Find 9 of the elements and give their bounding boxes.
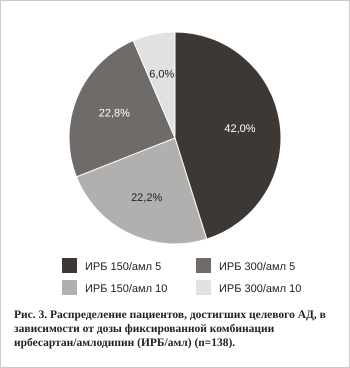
legend-label: ИРБ 300/амл 10	[219, 283, 302, 295]
legend-label: ИРБ 150/амл 5	[85, 261, 162, 273]
legend-label: ИРБ 150/амл 10	[85, 283, 168, 295]
data-label: 22,8%	[98, 108, 130, 120]
legend-label: ИРБ 300/амл 5	[219, 261, 296, 273]
data-label: 42,0%	[224, 122, 256, 135]
text: Рис. 3. Распределение пациентов, достигших целевого АД, в зависимости от дозы фиксированной комбинации ирбесартан/амлодипин (ИРБ/амл) (n=138).	[14, 309, 326, 349]
data-label: 22,2%	[131, 192, 162, 204]
data-label: 6,0%	[149, 68, 175, 80]
